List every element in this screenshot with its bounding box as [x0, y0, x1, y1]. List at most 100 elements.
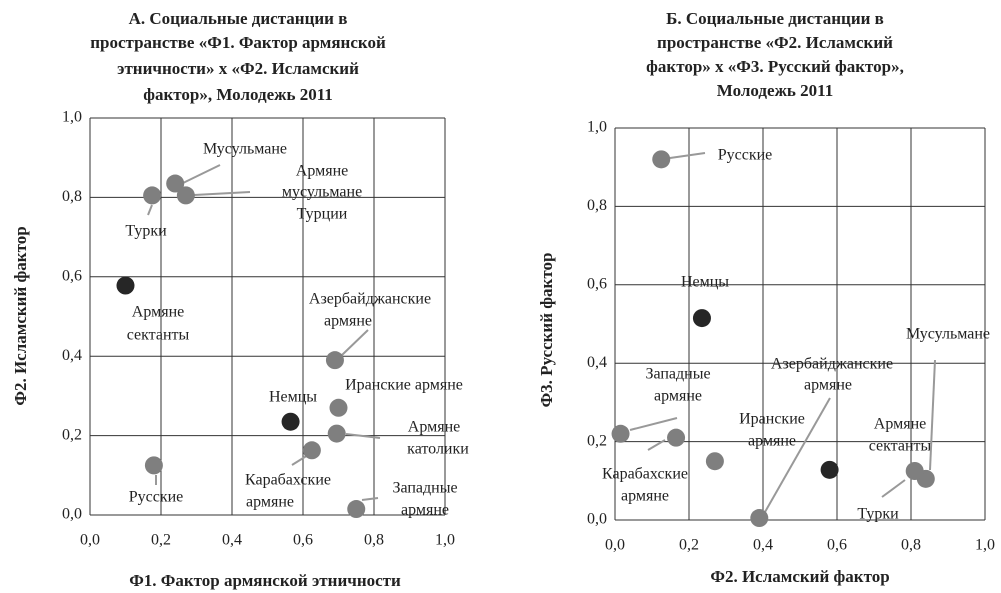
chart-title: А. Социальные дистанции в: [129, 9, 348, 28]
leader-line: [647, 439, 666, 451]
x-tick-label: 1,0: [975, 537, 995, 554]
leader-line: [361, 497, 379, 501]
y-tick-label: 0,8: [62, 188, 82, 205]
point-label: Армяне: [296, 163, 348, 180]
chart-title: Молодежь 2011: [717, 81, 833, 100]
point: [327, 424, 346, 443]
point-label: армяне: [401, 502, 449, 519]
leader-line: [291, 454, 309, 466]
y-axis-title: Ф3. Русский фактор: [537, 253, 556, 408]
x-tick-label: 0,8: [901, 537, 921, 554]
x-tick-label: 0,6: [293, 532, 313, 549]
chart-title: фактор» х «Ф3. Русский фактор»,: [646, 57, 904, 76]
chart-title: пространстве «Ф2. Исламский: [657, 33, 893, 52]
point-label: Мусульмане: [203, 141, 287, 158]
point-label: Азербайджанские: [309, 291, 431, 308]
x-tick-label: 0,4: [753, 537, 773, 554]
chart-title: Б. Социальные дистанции в: [666, 9, 884, 28]
point: [667, 428, 686, 447]
point-label: Русские: [718, 147, 773, 164]
point-label: армяне: [246, 494, 294, 511]
y-tick-label: 0,4: [587, 354, 607, 371]
point-label: сектанты: [127, 327, 190, 344]
point: [329, 398, 348, 417]
point-label: Мусульмане: [906, 326, 990, 343]
leader-line: [669, 152, 706, 159]
x-tick-label: 0,4: [222, 532, 242, 549]
x-tick-label: 0,2: [151, 532, 171, 549]
y-tick-label: 0,0: [62, 506, 82, 523]
point: [652, 150, 671, 169]
point-label: Иранские армяне: [345, 377, 463, 394]
point-label: Западные: [392, 480, 457, 497]
point: [176, 186, 195, 205]
point-label: армяне: [654, 388, 702, 405]
point: [302, 441, 321, 460]
y-tick-label: 0,4: [62, 347, 82, 364]
point: [692, 309, 711, 328]
leader-line: [764, 397, 831, 513]
point-label: Иранские: [739, 411, 805, 428]
point-label: Армяне: [874, 416, 926, 433]
point: [611, 424, 630, 443]
leader-line: [629, 417, 678, 431]
point: [144, 456, 163, 475]
point-label: Немцы: [269, 389, 317, 406]
point-label: Турки: [857, 506, 899, 523]
leader-line: [881, 479, 906, 498]
leader-line: [929, 359, 936, 471]
x-axis-title: Ф2. Исламский фактор: [710, 567, 889, 586]
x-tick-label: 0,0: [605, 537, 625, 554]
y-tick-label: 0,0: [587, 511, 607, 528]
chart-title: этничности» х «Ф2. Исламский: [117, 59, 359, 78]
point-label: Карабахские: [245, 472, 331, 489]
point: [820, 460, 839, 479]
point: [166, 174, 185, 193]
point-label: Карабахские: [602, 466, 688, 483]
x-axis-title: Ф1. Фактор армянской этничности: [129, 571, 401, 590]
point: [116, 276, 135, 295]
y-tick-label: 1,0: [62, 109, 82, 126]
leader-line: [193, 191, 251, 196]
y-tick-label: 0,2: [62, 426, 82, 443]
point: [143, 186, 162, 205]
point-label: Армяне: [408, 419, 460, 436]
point: [281, 412, 300, 431]
point-label: Турции: [297, 206, 348, 223]
x-tick-label: 1,0: [435, 532, 455, 549]
point-label: армяне: [324, 313, 372, 330]
point-label: Турки: [125, 223, 167, 240]
point-label: мусульмане: [282, 184, 362, 201]
point-label: Западные: [645, 366, 710, 383]
point: [325, 351, 344, 370]
point-label: армяне: [621, 488, 669, 505]
point: [750, 509, 769, 528]
x-tick-label: 0,6: [827, 537, 847, 554]
chart-title: фактор», Молодежь 2011: [143, 85, 333, 104]
y-tick-label: 0,6: [62, 267, 82, 284]
point: [705, 452, 724, 471]
y-axis-title: Ф2. Исламский фактор: [11, 226, 30, 405]
point-label: Немцы: [681, 274, 729, 291]
point-label: армяне: [748, 433, 796, 450]
leader-line: [182, 164, 221, 184]
point: [347, 500, 366, 519]
point-label: Русские: [129, 489, 184, 506]
y-tick-label: 0,6: [587, 275, 607, 292]
x-tick-label: 0,2: [679, 537, 699, 554]
x-tick-label: 0,0: [80, 532, 100, 549]
leader-line: [147, 204, 153, 216]
chart-title: пространстве «Ф1. Фактор армянской: [90, 33, 386, 52]
leader-line: [341, 329, 369, 356]
y-tick-label: 1,0: [587, 119, 607, 136]
x-tick-label: 0,8: [364, 532, 384, 549]
point-label: армяне: [804, 377, 852, 394]
y-tick-label: 0,8: [587, 197, 607, 214]
point-label: сектанты: [869, 438, 932, 455]
leader-line: [345, 433, 381, 439]
point-label: католики: [407, 441, 469, 458]
point: [905, 462, 924, 480]
point-label: Азербайджанские: [771, 356, 893, 373]
y-tick-label: 0,2: [587, 432, 607, 449]
